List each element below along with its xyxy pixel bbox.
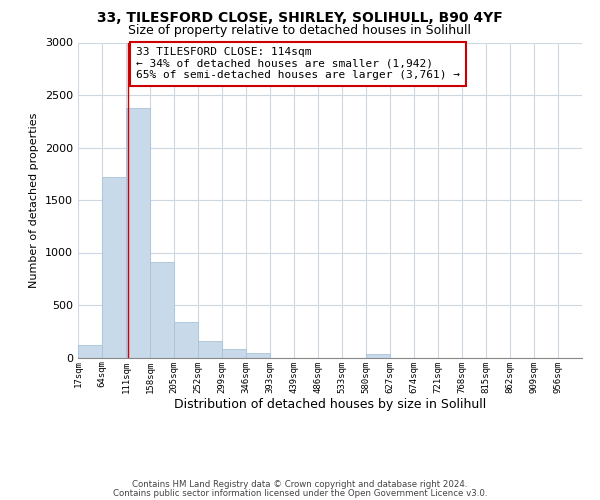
Y-axis label: Number of detached properties: Number of detached properties (29, 112, 40, 288)
Text: 33, TILESFORD CLOSE, SHIRLEY, SOLIHULL, B90 4YF: 33, TILESFORD CLOSE, SHIRLEY, SOLIHULL, … (97, 11, 503, 25)
Text: Contains HM Land Registry data © Crown copyright and database right 2024.: Contains HM Land Registry data © Crown c… (132, 480, 468, 489)
Bar (222, 349, 246, 358)
Bar (366, 354, 390, 358)
Text: Contains public sector information licensed under the Open Government Licence v3: Contains public sector information licen… (113, 488, 487, 498)
Bar (78, 345, 102, 358)
Bar (174, 322, 198, 358)
Text: Size of property relative to detached houses in Solihull: Size of property relative to detached ho… (128, 24, 472, 37)
Bar (150, 262, 174, 358)
Text: 33 TILESFORD CLOSE: 114sqm
← 34% of detached houses are smaller (1,942)
65% of s: 33 TILESFORD CLOSE: 114sqm ← 34% of deta… (136, 47, 460, 80)
X-axis label: Distribution of detached houses by size in Solihull: Distribution of detached houses by size … (174, 398, 486, 411)
Bar (126, 108, 150, 358)
Bar (246, 353, 270, 358)
Bar (102, 177, 126, 358)
Bar (198, 341, 222, 357)
